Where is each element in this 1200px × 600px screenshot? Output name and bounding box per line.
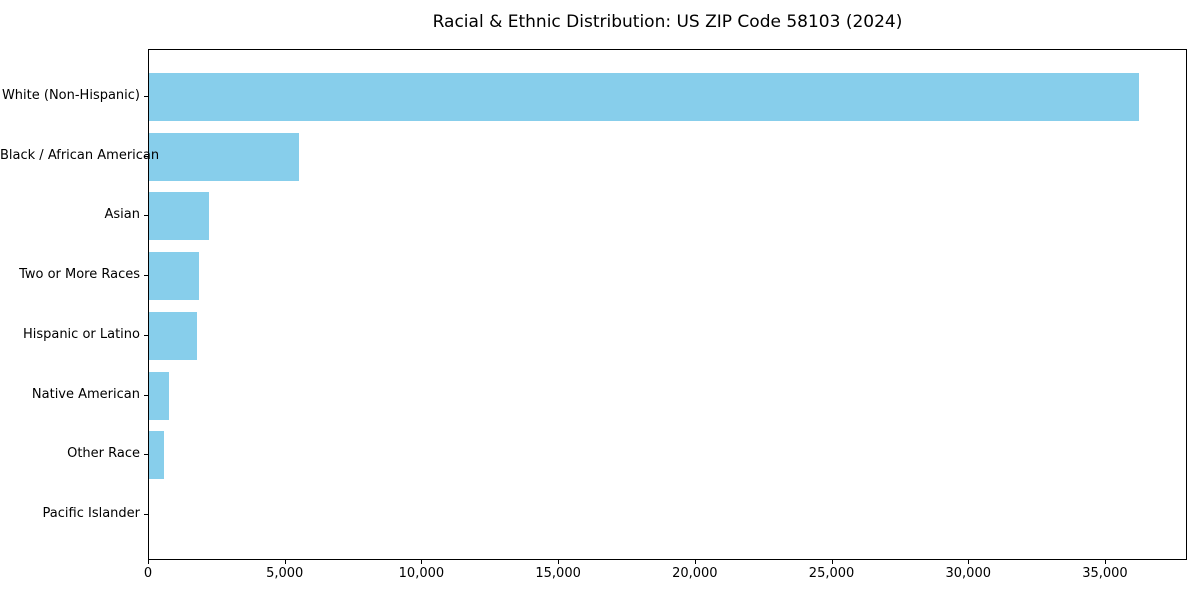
x-tick-label: 20,000	[672, 566, 718, 581]
bar-hispanic-or-latino	[149, 311, 197, 360]
x-tick-mark	[284, 560, 286, 564]
x-tick-label: 5,000	[266, 566, 304, 581]
x-tick-label: 25,000	[808, 566, 855, 581]
y-tick-mark	[144, 155, 148, 157]
y-tick-label: Two or More Races	[19, 267, 140, 283]
x-tick-label: 15,000	[535, 566, 581, 581]
y-tick-label: Native American	[31, 386, 140, 402]
plot-area	[148, 49, 1187, 560]
x-tick-label: 35,000	[1082, 566, 1128, 581]
y-tick-mark	[144, 454, 148, 456]
x-tick-label: 30,000	[945, 566, 992, 581]
x-tick-mark	[421, 560, 423, 564]
bar-two-or-more-races	[149, 252, 199, 301]
x-tick-mark	[968, 560, 970, 564]
y-tick-mark	[144, 513, 148, 515]
y-tick-label: Pacific Islander	[42, 505, 140, 521]
y-tick-label: Black / African American	[0, 147, 160, 163]
x-tick-label: 0	[143, 566, 153, 581]
y-tick-mark	[144, 96, 148, 97]
x-tick-mark	[831, 560, 833, 564]
y-tick-mark	[144, 394, 148, 396]
x-tick-mark	[1104, 560, 1106, 564]
x-tick-label: 10,000	[398, 566, 445, 581]
y-tick-mark	[144, 275, 148, 277]
x-tick-mark	[148, 560, 149, 564]
bar-native-american	[149, 371, 169, 420]
y-tick-mark	[144, 215, 148, 217]
x-tick-mark	[558, 560, 560, 564]
bar-other-race	[149, 431, 164, 480]
x-tick-mark	[694, 560, 696, 564]
bar-white-non-hispanic	[149, 73, 1139, 121]
chart-title: Racial & Ethnic Distribution: US ZIP Cod…	[432, 12, 903, 32]
y-tick-label: Asian	[104, 207, 140, 223]
bar-black-african-american	[149, 132, 299, 181]
y-tick-mark	[144, 334, 148, 336]
y-tick-label: Hispanic or Latino	[22, 326, 140, 342]
bar-asian	[149, 192, 209, 241]
y-tick-label: Other Race	[67, 446, 140, 462]
y-tick-label: White (Non-Hispanic)	[1, 88, 140, 103]
